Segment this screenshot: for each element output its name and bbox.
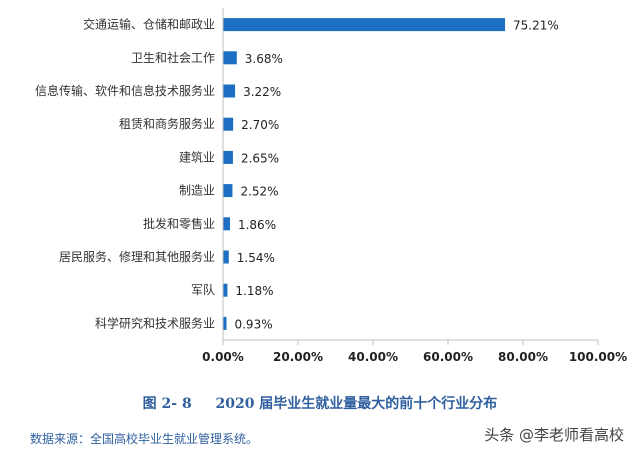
x-tick-label-1: 20.00% [273, 350, 323, 364]
source-note: 数据来源：全国高校毕业生就业管理系统。 [30, 432, 259, 446]
category-label-5: 制造业 [179, 184, 215, 198]
value-label-3: 2.70% [241, 118, 279, 132]
bar-7 [223, 250, 229, 264]
bar-0 [223, 18, 506, 32]
value-label-6: 1.86% [238, 218, 276, 232]
category-label-2: 信息传输、软件和信息技术服务业 [35, 83, 215, 98]
x-tick-label-0: 0.00% [202, 350, 244, 364]
value-label-4: 2.65% [241, 151, 279, 165]
caption-title: 2020 届毕业生就业量最大的前十个行业分布 [215, 396, 498, 412]
chart-caption: 图 2- 8 2020 届毕业生就业量最大的前十个行业分布 [0, 393, 640, 413]
category-label-9: 科学研究和技术服务业 [95, 315, 215, 330]
x-tick-label-2: 40.00% [348, 350, 398, 364]
x-tick-label-3: 60.00% [423, 350, 473, 364]
value-label-7: 1.54% [237, 251, 275, 265]
bars-group [223, 18, 506, 330]
value-label-1: 3.68% [245, 52, 283, 66]
value-label-9: 0.93% [234, 317, 272, 331]
bar-1 [223, 51, 237, 65]
x-tick-label-4: 80.00% [498, 350, 548, 364]
category-label-1: 卫生和社会工作 [131, 50, 215, 65]
bar-8 [223, 283, 228, 297]
value-label-2: 3.22% [243, 85, 281, 99]
category-label-8: 军队 [191, 282, 215, 297]
value-labels: 75.21% 3.68% 3.22% 2.70% 2.65% 2.52% 1.86% 1.54… [234, 19, 558, 332]
bar-2 [223, 84, 236, 98]
caption-number: 图 2- 8 [142, 396, 192, 412]
category-label-7: 居民服务、修理和其他服务业 [59, 249, 215, 264]
bar-4 [223, 150, 233, 164]
category-label-6: 批发和零售业 [143, 216, 215, 231]
value-label-0: 75.21% [513, 19, 559, 33]
watermark: 头条 @李老师看高校 [484, 426, 624, 444]
bar-9 [223, 316, 227, 330]
x-tick-label-5: 100.00% [569, 350, 627, 364]
bar-5 [223, 184, 233, 198]
category-label-3: 租赁和商务服务业 [119, 116, 215, 131]
category-label-0: 交通运输、仓储和邮政业 [83, 17, 215, 32]
bar-6 [223, 217, 230, 231]
value-label-8: 1.18% [235, 284, 273, 298]
x-axis: 0.00% 20.00% 40.00% 60.00% 80.00% 100.00% [202, 8, 627, 364]
category-labels: 交通运输、仓储和邮政业卫生和社会工作信息传输、软件和信息技术服务业租赁和商务服务… [35, 17, 215, 331]
value-label-5: 2.52% [240, 185, 278, 199]
bar-3 [223, 117, 234, 131]
category-label-4: 建筑业 [179, 149, 215, 164]
